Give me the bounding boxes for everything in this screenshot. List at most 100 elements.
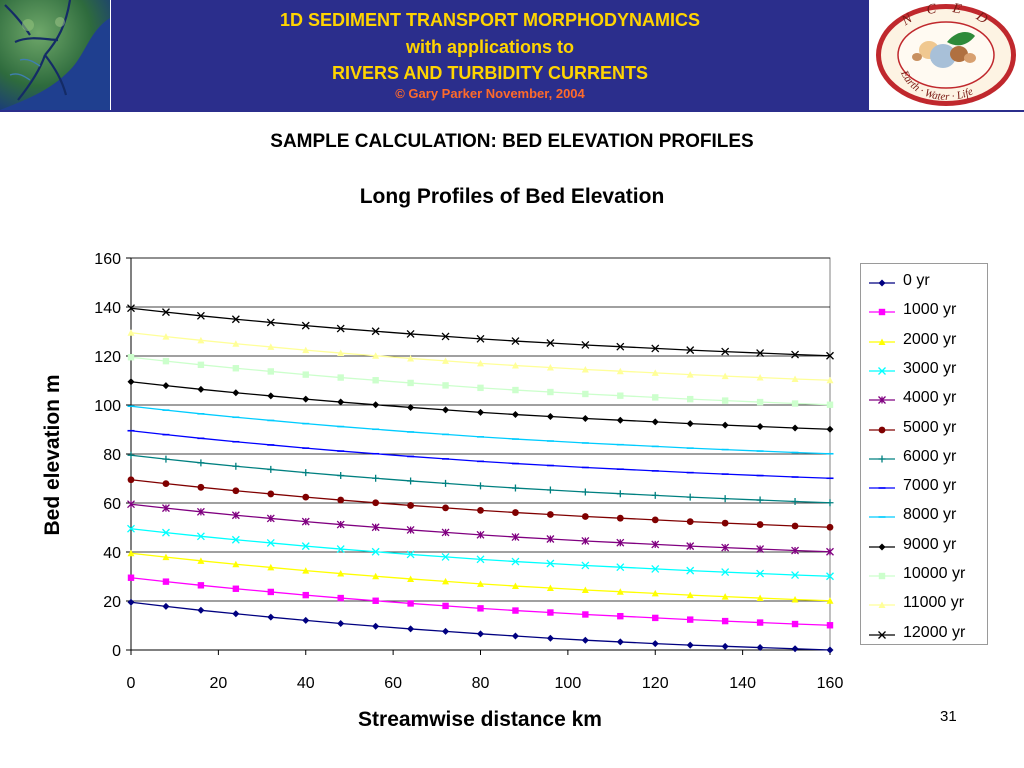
data-point — [686, 493, 694, 501]
data-point — [826, 547, 834, 556]
data-point — [791, 596, 799, 603]
data-point — [826, 572, 834, 581]
data-point — [127, 500, 135, 509]
data-point — [756, 496, 764, 504]
legend-item: 1000 yr — [867, 299, 985, 325]
data-point — [197, 582, 205, 589]
x-tick-label: 100 — [555, 675, 582, 692]
chart-title: Long Profiles of Bed Elevation — [359, 185, 665, 208]
data-point — [686, 371, 694, 378]
series-2000-yr — [127, 549, 834, 604]
legend-item: 3000 yr — [867, 358, 985, 384]
data-point — [616, 514, 624, 522]
x-tick-label: 0 — [127, 675, 136, 692]
data-point — [371, 523, 380, 532]
legend-label: 11000 yr — [903, 594, 965, 612]
data-point — [652, 614, 659, 622]
data-point — [651, 640, 659, 648]
data-point — [162, 455, 170, 463]
legend-swatch — [869, 601, 895, 609]
data-point — [372, 499, 380, 507]
data-point — [127, 574, 135, 581]
data-point — [197, 606, 205, 614]
data-point — [301, 517, 310, 526]
data-point — [721, 372, 729, 380]
data-point — [371, 547, 380, 556]
header-rule — [0, 110, 1024, 112]
y-tick-label: 140 — [94, 300, 121, 317]
data-point — [477, 359, 484, 367]
data-point — [267, 465, 275, 473]
data-point — [756, 349, 765, 358]
data-point — [477, 630, 484, 638]
data-point — [127, 354, 135, 361]
data-point — [547, 511, 554, 518]
data-point — [371, 327, 380, 336]
data-point — [547, 388, 554, 396]
x-tick-label: 140 — [729, 675, 756, 692]
data-point — [127, 598, 135, 606]
data-point — [266, 514, 275, 523]
delta-satellite-image — [0, 0, 110, 110]
data-point — [686, 591, 694, 599]
data-point — [302, 395, 310, 403]
data-point — [372, 352, 380, 359]
legend-marker — [878, 426, 886, 433]
data-point — [756, 594, 764, 602]
x-tick-label: 60 — [384, 675, 402, 692]
data-point — [477, 384, 484, 392]
data-point — [651, 418, 659, 426]
data-point — [581, 414, 589, 422]
data-point — [686, 641, 694, 649]
data-point — [546, 339, 555, 347]
legend-item: 10000 yr — [867, 563, 985, 589]
data-point — [442, 627, 450, 635]
data-point — [511, 533, 520, 542]
legend-swatch — [869, 426, 895, 433]
data-point — [407, 403, 415, 411]
data-point — [127, 476, 135, 484]
y-tick-label: 40 — [103, 545, 121, 562]
data-point — [826, 646, 834, 654]
data-point — [266, 318, 275, 327]
data-point — [791, 620, 799, 628]
data-point — [686, 420, 694, 428]
data-point — [161, 308, 170, 317]
legend-swatch — [869, 572, 895, 580]
x-tick-label: 160 — [817, 675, 844, 692]
legend-label: 6000 yr — [903, 447, 957, 465]
data-point — [756, 374, 764, 381]
chart-legend: 0 yr 1000 yr 2000 yr 3000 yr 4000 yr 5000 yr 6… — [860, 263, 988, 645]
data-point — [267, 490, 275, 498]
data-point — [721, 642, 729, 650]
data-point — [721, 397, 729, 404]
data-point — [231, 535, 240, 544]
data-point — [616, 490, 624, 498]
data-point — [442, 602, 449, 610]
data-point — [546, 559, 555, 568]
data-point — [512, 386, 519, 394]
data-point — [617, 392, 624, 399]
data-point — [687, 616, 694, 623]
data-point — [232, 389, 240, 397]
data-point — [232, 487, 240, 495]
data-point — [477, 408, 484, 416]
data-point — [336, 520, 345, 529]
legend-swatch — [869, 309, 895, 316]
y-tick-label: 120 — [94, 349, 121, 366]
data-point — [267, 343, 275, 350]
data-point — [477, 605, 484, 612]
data-point — [826, 351, 834, 360]
legend-swatch — [869, 516, 895, 519]
y-tick-label: 100 — [94, 398, 121, 415]
data-point — [267, 368, 274, 375]
data-point — [546, 535, 555, 543]
data-point — [511, 484, 519, 492]
data-point — [651, 540, 660, 549]
y-axis-title: Bed elevation m — [41, 374, 64, 536]
header-line-1: 1D SEDIMENT TRANSPORT MORPHODYNAMICS — [279, 10, 701, 30]
data-point — [651, 344, 660, 353]
legend-label: 8000 yr — [903, 506, 957, 524]
header-line-3: RIVERS AND TURBIDITY CURRENTS — [331, 63, 649, 83]
data-point — [302, 469, 310, 477]
